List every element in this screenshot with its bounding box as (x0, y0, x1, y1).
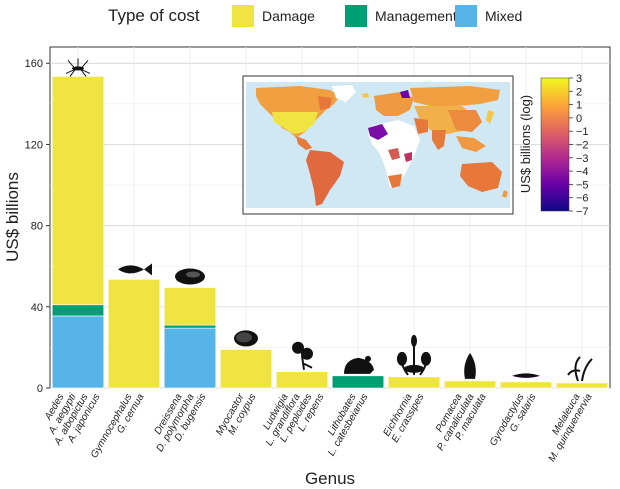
colorbar-tick-label: −5 (576, 179, 589, 191)
snail-icon (464, 352, 476, 379)
central-america (296, 136, 312, 150)
colorbar-tick-label: −3 (576, 153, 589, 165)
y-tick-label: 160 (25, 58, 43, 70)
australia (460, 162, 502, 192)
japan (486, 110, 494, 124)
south-africa (388, 174, 402, 188)
bar-melaleuca-damage (555, 382, 609, 389)
colorbar-tick-label: 2 (576, 86, 582, 98)
mussel-icon (175, 268, 205, 285)
united-states (272, 112, 318, 134)
species-icons (65, 58, 593, 382)
legend-label-damage: Damage (262, 8, 315, 24)
colorbar-tick-label: 0 (576, 113, 582, 125)
legend-swatch-management (345, 5, 367, 27)
south-america (306, 150, 344, 206)
bar-aedes-damage (51, 76, 105, 306)
map-landmasses (256, 85, 508, 206)
india (432, 130, 446, 150)
frog-icon (344, 355, 374, 374)
bar-gyrodactylus-damage (499, 381, 553, 389)
colorbar-tick-label: −2 (576, 140, 589, 152)
new-zealand (502, 190, 508, 198)
y-tick-label: 0 (37, 383, 43, 395)
iceland (362, 93, 369, 98)
middle-east (414, 118, 428, 134)
legend: Type of cost Damage Management Mixed (108, 5, 522, 27)
y-tick-label: 40 (31, 302, 43, 314)
rodent-icon (234, 330, 258, 347)
colorbar-tick-label: −6 (576, 193, 589, 205)
bar-lithobates-management (331, 375, 385, 389)
russia (410, 86, 500, 106)
southeast-asia (456, 136, 486, 152)
bar-eichhornia-damage (387, 376, 441, 389)
bar-gymnocephalus-damage (107, 279, 161, 389)
colorbar-gradient (540, 77, 570, 212)
colorbar-tick-label: 3 (576, 73, 582, 85)
y-axis-title: US$ billions (3, 172, 22, 262)
water-hyacinth-icon (397, 334, 431, 376)
tree-icon (567, 356, 593, 382)
fish-icon (118, 263, 152, 276)
y-axis: 0 40 80 120 160 (25, 58, 50, 395)
mosquito-icon (65, 58, 91, 77)
bars (51, 76, 609, 389)
bar-aedes-mixed (51, 315, 105, 389)
colorbar: 32 10−1 −2−3−4−5 −6−7 US$ billions (log) (518, 73, 589, 218)
bar-dreissena-management (163, 324, 217, 329)
legend-label-mixed: Mixed (485, 8, 522, 24)
x-axis-title: Genus (305, 469, 355, 488)
legend-swatch-damage (232, 5, 254, 27)
inset-world-map (242, 75, 514, 215)
mongolia-purple (400, 90, 410, 98)
colorbar-title: US$ billions (log) (518, 95, 533, 193)
greenland (332, 85, 356, 102)
colorbar-tick-label: −4 (576, 166, 589, 178)
legend-swatch-mixed (455, 5, 477, 27)
colorbar-tick-label: −1 (576, 126, 589, 138)
legend-label-management: Management (375, 8, 457, 24)
africa-orange-a (388, 148, 400, 160)
bar-ludwigia-damage (275, 371, 329, 389)
worm-icon (512, 373, 540, 378)
china (448, 110, 482, 132)
bar-dreissena-damage (163, 287, 217, 326)
y-tick-label: 120 (25, 139, 43, 151)
canada-east (318, 96, 332, 110)
bar-myocastor-damage (219, 349, 273, 389)
legend-title: Type of cost (108, 6, 200, 25)
bar-dreissena-mixed (163, 327, 217, 389)
colorbar-tick-label: −7 (576, 206, 589, 218)
africa-red (404, 152, 412, 162)
colorbar-tick-label: 1 (576, 100, 582, 112)
y-tick-label: 80 (31, 221, 43, 233)
flower-icon (292, 341, 313, 370)
bar-pomacea-damage (443, 380, 497, 389)
north-africa-purple (368, 124, 388, 140)
bar-aedes-management (51, 304, 105, 317)
